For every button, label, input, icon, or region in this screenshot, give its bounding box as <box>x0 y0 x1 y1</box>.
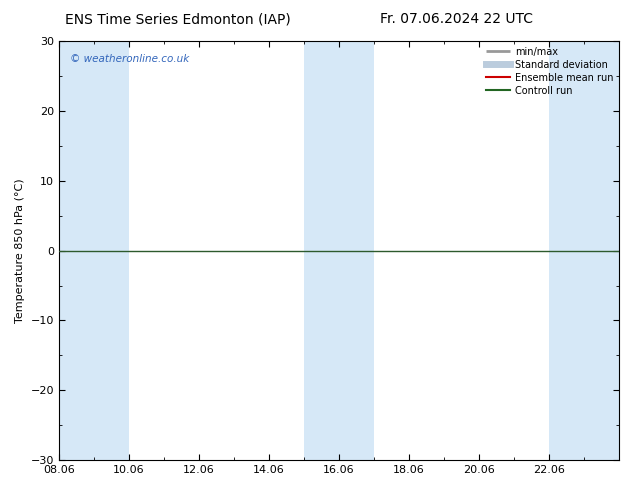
Bar <box>304 41 374 460</box>
Y-axis label: Temperature 850 hPa (°C): Temperature 850 hPa (°C) <box>15 178 25 323</box>
Bar <box>549 41 619 460</box>
Text: ENS Time Series Edmonton (IAP): ENS Time Series Edmonton (IAP) <box>65 12 290 26</box>
Bar <box>59 41 129 460</box>
Legend: min/max, Standard deviation, Ensemble mean run, Controll run: min/max, Standard deviation, Ensemble me… <box>482 43 617 99</box>
Text: © weatheronline.co.uk: © weatheronline.co.uk <box>70 53 190 64</box>
Text: Fr. 07.06.2024 22 UTC: Fr. 07.06.2024 22 UTC <box>380 12 533 26</box>
